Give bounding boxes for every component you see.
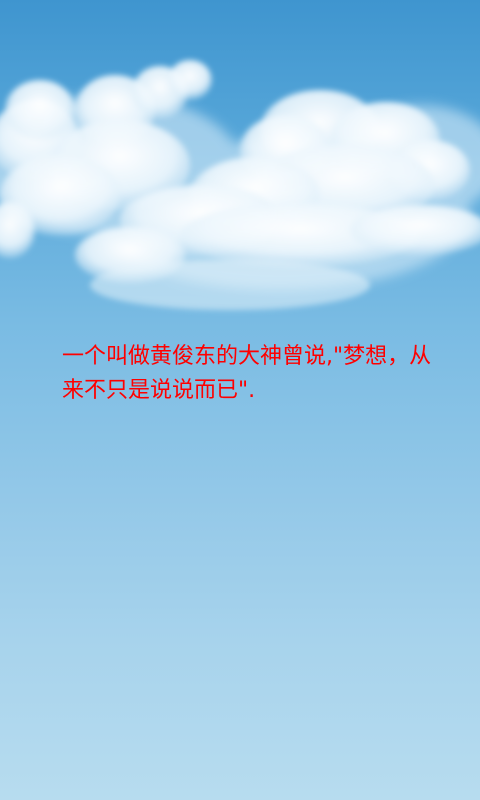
cloud-background [0,60,480,310]
quote-text: 一个叫做黄俊东的大神曾说,"梦想，从来不只是说说而已". [62,344,432,403]
